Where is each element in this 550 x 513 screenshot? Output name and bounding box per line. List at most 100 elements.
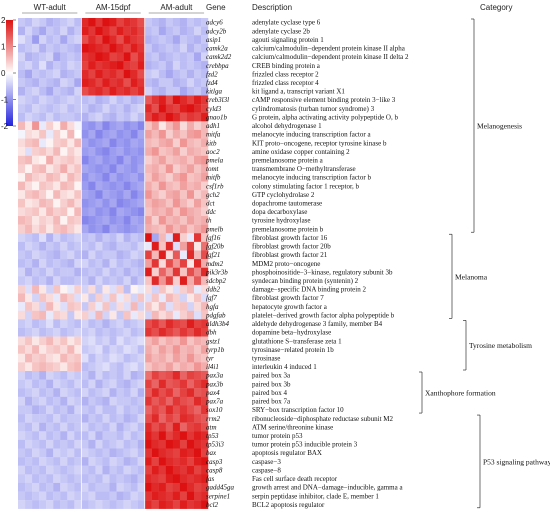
heatmap-cell [81,35,89,44]
heatmap-cell [201,482,209,492]
heatmap-cell [25,388,33,397]
heatmap-cell [123,336,131,346]
heatmap-cell [32,104,40,113]
heatmap-cell [158,414,166,423]
heatmap-cell [201,405,209,415]
heatmap-cell [201,164,209,174]
heatmap-cell [53,233,61,243]
heatmap-cell [18,69,26,79]
heatmap-cell [201,276,209,286]
heatmap-cell [186,465,195,475]
heatmap-cell [53,345,61,354]
heatmap-cell [158,61,166,70]
heatmap-cell [172,233,181,243]
heatmap-cell [46,276,54,286]
heatmap-cell [201,112,209,122]
heatmap-cell [46,422,54,432]
heatmap-cell [201,431,209,441]
heatmap-cell [144,465,152,475]
heatmap-cell [95,121,103,131]
heatmap-cell [201,250,209,260]
heatmap-cell [95,267,103,277]
heatmap-cell [186,95,195,105]
heatmap-cell [46,112,54,122]
heatmap-cell [53,138,61,148]
heatmap-cell [81,104,89,113]
heatmap-cell [151,431,159,441]
heatmap-cell [39,112,47,122]
heatmap-cell [123,112,131,122]
heatmap-cell [67,18,75,27]
heatmap-cell [32,181,40,191]
heatmap-cell [102,241,110,251]
heatmap-cell [137,293,145,303]
heatmap-cell [102,396,110,406]
heatmap-cell [151,482,159,492]
heatmap-cell [144,190,152,199]
heatmap-cell [172,431,181,441]
heatmap-cell [32,362,40,372]
heatmap-cell [88,422,96,432]
heatmap-cell [81,414,89,423]
heatmap-cell [194,327,202,337]
heatmap-cell [144,18,152,27]
heatmap-cell [151,18,159,27]
heatmap-cell [67,52,75,62]
heatmap-cell [151,448,159,458]
heatmap-cell [144,405,152,415]
heatmap-cell [46,207,54,217]
heatmap-cell [25,259,33,268]
heatmap-cell [144,164,152,174]
gene-label: gnao1b [206,113,228,121]
heatmap-cell [25,457,33,466]
heatmap-cell [74,43,82,53]
heatmap-cell [53,276,61,286]
heatmap-cell [201,172,209,182]
heatmap-cell [81,61,89,70]
heatmap-cell [18,439,26,449]
heatmap-cell [123,138,131,148]
heatmap-cell [109,61,117,70]
heatmap-cell [88,207,96,217]
heatmap-cell [123,216,131,225]
heatmap-cell [158,379,166,389]
heatmap-cell [39,482,47,492]
gene-description: paired box 3b [252,380,291,388]
heatmap-cell [151,293,159,303]
heatmap-cell [194,164,202,174]
heatmap-cell [201,267,209,277]
heatmap-cell [123,43,131,53]
heatmap-cell [95,457,103,466]
heatmap-cell [25,61,33,70]
heatmap-cell [53,379,61,389]
heatmap-cell [95,26,103,36]
heatmap-cell [186,310,195,320]
heatmap-cell [60,362,68,372]
heatmap-cell [67,482,75,492]
heatmap-cell [158,465,166,475]
heatmap-cell [130,155,138,165]
heatmap-cell [186,457,195,466]
heatmap-cell [18,310,26,320]
heatmap-cell [74,216,82,225]
heatmap-cell [151,491,159,501]
heatmap-cell [116,422,124,432]
gene-label: cyld3 [206,105,222,113]
heatmap-cell [60,69,68,79]
heatmap-cell [144,35,152,44]
heatmap-cell [39,336,47,346]
heatmap-cell [137,336,145,346]
heatmap-cell [67,310,75,320]
gene-label: pax3b [205,380,224,388]
gene-description: transmembrane O−methyltransferase [252,165,356,173]
heatmap-cell [151,310,159,320]
heatmap-cell [60,327,68,337]
heatmap-cell [74,35,82,44]
heatmap-cell [123,147,131,156]
heatmap-cell [95,147,103,156]
heatmap-cell [179,250,188,260]
heatmap-cell [32,155,40,165]
heatmap-cell [88,276,96,286]
heatmap-cell [102,61,110,70]
heatmap-cell [39,353,47,363]
